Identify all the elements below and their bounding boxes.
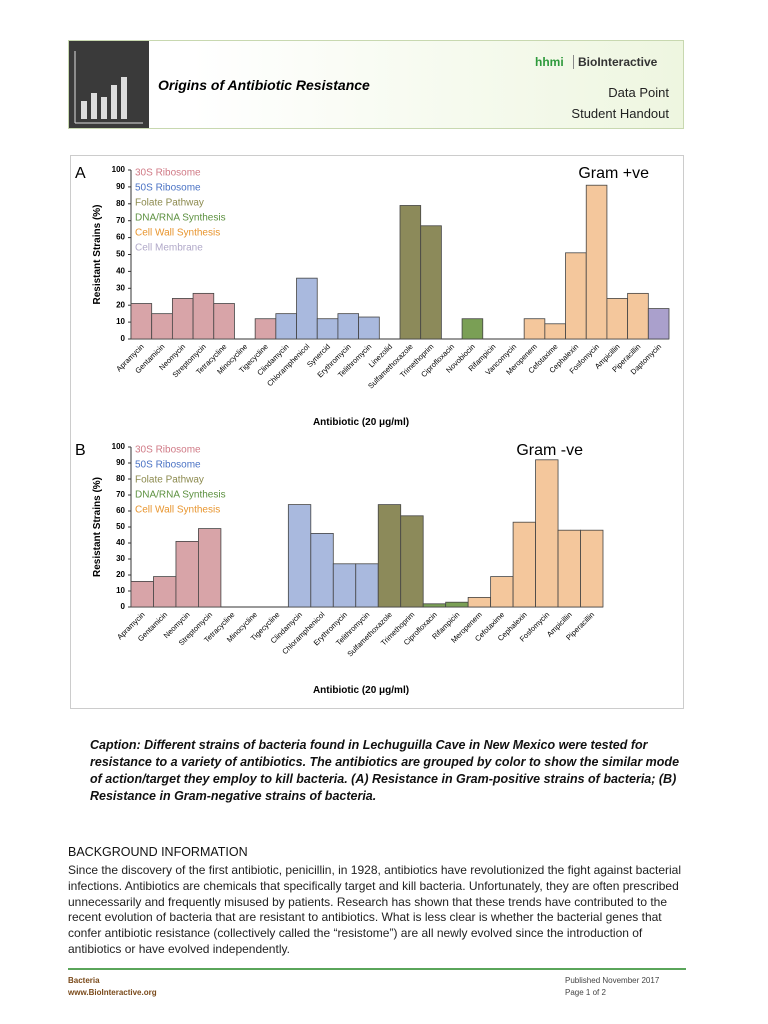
bar — [316, 318, 339, 340]
bar — [254, 318, 277, 340]
y-tick-label: 40 — [116, 538, 125, 547]
y-tick-label: 30 — [116, 283, 125, 292]
y-tick-label: 100 — [112, 165, 126, 174]
bar — [130, 580, 154, 608]
bar — [275, 313, 297, 340]
bar — [399, 205, 422, 340]
y-tick-label: 10 — [116, 586, 125, 595]
charts: A Gram +ve Resistant Strains (%) Antibiotic… — [75, 165, 670, 696]
bar — [358, 316, 380, 340]
y-tick-label: 40 — [116, 267, 125, 276]
y-tick-label: 70 — [116, 216, 125, 225]
logo-biointeractive: BioInteractive — [573, 55, 657, 69]
footer-topic: Bacteria — [68, 976, 100, 985]
legend-entry: DNA/RNA Synthesis — [135, 490, 226, 501]
bar — [355, 563, 379, 608]
bar — [296, 277, 318, 340]
y-tick-label: 80 — [116, 474, 125, 483]
legend-entry: 50S Ribosome — [135, 460, 201, 471]
bar — [557, 529, 581, 608]
chart-title: Gram +ve — [578, 165, 649, 182]
audience: Student Handout — [571, 106, 669, 121]
y-tick-label: 80 — [116, 199, 125, 208]
y-tick-label: 60 — [116, 233, 125, 242]
bar — [461, 318, 484, 340]
header-title: Origins of Antibiotic Resistance — [158, 77, 370, 93]
legend-entry: Folate Pathway — [135, 198, 204, 209]
bar — [606, 298, 629, 340]
legend-entry: 30S Ribosome — [135, 445, 201, 456]
bar — [422, 603, 447, 608]
bar — [445, 601, 469, 608]
bar — [627, 292, 649, 340]
bar — [490, 576, 514, 608]
y-tick-label: 90 — [116, 182, 125, 191]
bar — [565, 252, 587, 340]
footer-published: Published November 2017 — [565, 976, 660, 985]
legend-entry: Cell Wall Synthesis — [135, 228, 220, 239]
bar — [175, 540, 199, 608]
y-tick-label: 20 — [116, 300, 125, 309]
bar — [171, 298, 194, 340]
legend-entry: Cell Membrane — [135, 243, 203, 254]
figure: A Gram +ve Resistant Strains (%) Antibiotic… — [70, 155, 684, 709]
bar — [377, 504, 402, 608]
bar — [420, 225, 442, 340]
y-axis-label: Resistant Strains (%) — [92, 477, 103, 577]
bar — [192, 292, 215, 340]
x-axis-label: Antibiotic (20 μg/ml) — [313, 417, 409, 428]
legend-entry: 30S Ribosome — [135, 168, 201, 179]
bar — [310, 532, 334, 608]
bar — [544, 323, 566, 340]
caption: Caption: Different strains of bacteria f… — [90, 738, 680, 803]
y-tick-label: 50 — [116, 522, 125, 531]
legend-entry: Cell Wall Synthesis — [135, 505, 220, 516]
logo-hhmi: hhmi — [535, 55, 564, 69]
y-tick-label: 60 — [116, 506, 125, 515]
bar — [580, 529, 604, 608]
bar — [523, 318, 546, 340]
footer-url: www.BioInteractive.org — [68, 988, 157, 997]
y-tick-label: 100 — [112, 442, 126, 451]
bar — [585, 184, 608, 340]
bar — [153, 576, 177, 608]
y-tick-label: 20 — [116, 570, 125, 579]
x-axis-label: Antibiotic (20 μg/ml) — [313, 685, 409, 696]
legend-entry: 50S Ribosome — [135, 183, 201, 194]
bar — [213, 303, 235, 340]
section-heading: BACKGROUND INFORMATION — [68, 845, 248, 859]
legend-entry: DNA/RNA Synthesis — [135, 213, 226, 224]
bar — [198, 528, 222, 608]
panel-label: B — [75, 442, 86, 459]
bar — [151, 313, 173, 340]
chart-title: Gram -ve — [516, 442, 583, 459]
legend-entry: Folate Pathway — [135, 475, 204, 486]
bar — [512, 521, 536, 608]
footer: Bacteria www.BioInteractive.org Publishe… — [68, 968, 686, 997]
header: Origins of Antibiotic Resistance hhmi Bi… — [68, 40, 684, 129]
y-tick-label: 50 — [116, 250, 125, 259]
y-tick-label: 90 — [116, 458, 125, 467]
bar — [647, 308, 670, 340]
y-tick-label: 10 — [116, 317, 125, 326]
bar — [337, 313, 360, 340]
bar — [400, 515, 424, 608]
bar — [130, 303, 153, 340]
y-tick-label: 70 — [116, 490, 125, 499]
y-tick-label: 0 — [121, 334, 126, 343]
footer-page: Page 1 of 2 — [565, 988, 606, 997]
y-tick-label: 30 — [116, 554, 125, 563]
bar — [535, 459, 559, 608]
y-tick-label: 0 — [121, 602, 126, 611]
bar — [332, 563, 357, 608]
panel-label: A — [75, 165, 86, 182]
doc-type: Data Point — [608, 85, 669, 100]
bar — [287, 504, 312, 608]
section-text: Since the discovery of the first antibio… — [68, 863, 682, 956]
y-axis-label: Resistant Strains (%) — [92, 204, 103, 304]
bar — [467, 596, 492, 608]
header-icon — [69, 41, 149, 128]
